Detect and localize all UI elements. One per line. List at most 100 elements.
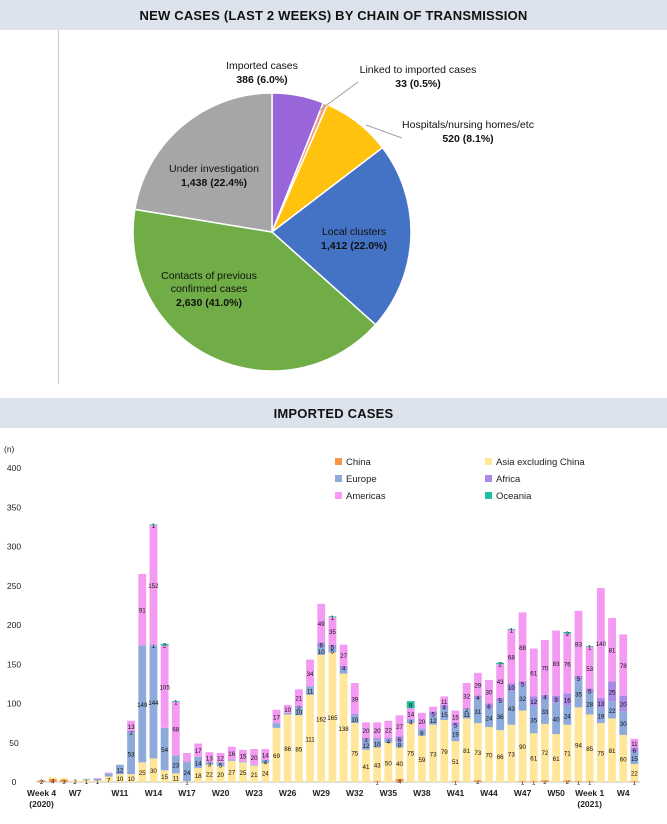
bar-label-africa-week-26: 6 (319, 643, 323, 650)
bar-segment-asia-excluding-china-week-3 (60, 778, 68, 780)
bar-label-africa-week-48: 16 (564, 698, 571, 705)
bar-segment-europe-week-45 (529, 705, 538, 734)
bar-segment-europe-week-43 (507, 690, 516, 725)
bar-segment-asia-excluding-china-week-50 (585, 714, 594, 782)
bar-label-europe-week-47: 40 (553, 716, 560, 723)
bar-label-europe-week-30: 12 (363, 743, 370, 750)
bar-segment-europe-week-20 (250, 764, 259, 766)
pie-value-local-clusters: 1,412 (22.0%) (321, 240, 387, 252)
bar-label-asia-excluding-china-week-17: 20 (217, 772, 224, 779)
bar-segment-asia-excluding-china-week-5 (82, 779, 91, 782)
x-tick-label-week-4: Week 4 (2020) (27, 788, 56, 809)
bar-segment-americas-week-43 (507, 629, 516, 684)
bar-segment-africa-week-38 (451, 722, 460, 727)
bar-segment-asia-excluding-china-week-30 (362, 749, 370, 782)
bar-label-asia-excluding-china-week-48: 71 (564, 751, 571, 758)
bar-segment-europe-week-33 (395, 741, 404, 748)
bar-segment-europe-week-42 (496, 701, 505, 731)
bar-segment-americas-week-18 (227, 746, 236, 760)
bar-segment-asia-excluding-china-week-22 (272, 727, 281, 782)
bar-segment-africa-week-45 (529, 696, 538, 706)
bar-segment-china-week-1 (37, 780, 46, 782)
bar-label-asia-excluding-china-week-51: 75 (597, 751, 604, 758)
bar-segment-africa-week-46 (541, 694, 549, 699)
bar-label-europe-week-37: 15 (441, 712, 448, 719)
bar-segment-americas-week-24 (294, 689, 303, 706)
bar-label-asia-excluding-china-week-7: 7 (107, 777, 111, 784)
pie-slice-under-investigation (133, 92, 273, 233)
bar-label-americas-week-51: 140 (596, 641, 607, 648)
bar-segment-asia-excluding-china-week-53 (619, 734, 628, 782)
y-tick-label-100: 100 (7, 699, 21, 709)
bar-segment-china-week-54 (630, 781, 639, 782)
bar-label-americas-week-12: 105 (159, 685, 170, 692)
x-tick-label-w35: W35 (380, 788, 398, 798)
bar-segment-asia-excluding-china-week-40 (473, 723, 482, 781)
bar-segment-europe-week-17 (216, 762, 225, 767)
pie-leader-line-linked-to-imported-cases (319, 81, 359, 111)
bar-label-asia-excluding-china-week-40: 73 (474, 750, 481, 757)
bar-label-asia-excluding-china-week-28: 138 (338, 726, 349, 733)
bar-segment-americas-week-49 (574, 610, 583, 677)
bar-segment-asia-excluding-china-week-7 (104, 776, 113, 782)
bar-label-europe-week-13: 23 (172, 762, 179, 769)
bar-label-oceania-week-34: 9 (409, 703, 413, 710)
bar-segment-americas-week-10 (138, 573, 147, 646)
bar-segment-americas-week-19 (239, 749, 247, 762)
bar-label-africa-week-37: 4 (443, 705, 447, 712)
bar-segment-europe-week-15 (194, 756, 203, 768)
bar-label-europe-week-11: 144 (148, 700, 159, 707)
bar-label-asia-excluding-china-week-50: 85 (586, 746, 593, 753)
bar-segment-africa-week-34 (406, 719, 415, 720)
bar-label-asia-excluding-china-week-24: 85 (295, 747, 302, 754)
bar-segment-europe-week-49 (574, 679, 583, 708)
bar-label-africa-week-46: 4 (543, 694, 547, 701)
bar-label-asia-excluding-china-week-52: 81 (609, 748, 616, 755)
pie-value-imported-cases: 386 (6.0%) (236, 74, 287, 86)
bar-label-europe-week-8: 12 (116, 767, 123, 774)
bar-segment-asia-excluding-china-week-39 (462, 718, 471, 782)
bar-label-americas-week-10: 91 (139, 608, 146, 615)
pie-value-hospitals-nursing-homes-etc: 520 (8.1%) (442, 133, 493, 145)
bar-segment-europe-week-18 (227, 759, 236, 761)
bar-segment-europe-week-8 (115, 764, 124, 775)
bar-label-europe-week-10: 149 (137, 702, 148, 709)
bar-segment-americas-week-35 (417, 712, 426, 729)
bar-label-china-week-45: 1 (532, 780, 536, 787)
bar-label-americas-week-31: 20 (374, 728, 381, 735)
bar-segment-asia-excluding-china-week-36 (429, 724, 437, 782)
pie-value-under-investigation: 1,438 (22.4%) (181, 177, 247, 189)
bar-label-china-week-2: 4 (51, 778, 55, 785)
bar-label-americas-week-39: 32 (463, 694, 470, 701)
bar-label-americas-week-34: 14 (407, 712, 414, 719)
pie-label-imported-cases: Imported cases (226, 60, 298, 72)
bar-segment-europe-week-31 (373, 739, 382, 748)
bar-label-americas-week-53: 78 (620, 663, 627, 670)
x-tick-label-w7: W7 (69, 788, 82, 798)
bar-segment-americas-week-54 (630, 738, 639, 748)
bar-label-africa-week-43: 10 (508, 685, 515, 692)
bar-segment-americas-week-34 (406, 708, 415, 720)
bar-segment-asia-excluding-china-week-52 (608, 718, 616, 782)
bar-label-americas-week-41: 30 (486, 690, 493, 697)
bar-segment-africa-week-51 (596, 698, 605, 709)
bar-label-africa-week-28: 4 (342, 665, 346, 672)
bar-segment-americas-week-16 (205, 752, 214, 763)
y-tick-label-0: 0 (12, 777, 17, 787)
bar-label-asia-excluding-china-week-34: 75 (407, 751, 414, 758)
bar-segment-asia-excluding-china-week-31 (373, 747, 382, 782)
bar-segment-europe-week-16 (205, 762, 214, 765)
bar-label-americas-week-25: 34 (307, 671, 314, 678)
bar-segment-asia-excluding-china-week-12 (160, 770, 169, 782)
x-tick-label-w32: W32 (346, 788, 364, 798)
bar-segment-europe-week-32 (384, 739, 393, 743)
bar-label-asia-excluding-china-week-49: 94 (575, 742, 582, 749)
bar-segment-africa-week-30 (362, 738, 370, 741)
bar-label-africa-week-40: 4 (476, 695, 480, 702)
bar-segment-americas-week-12 (160, 645, 169, 728)
bar-label-americas-week-13: 68 (172, 727, 179, 734)
bar-label-europe-week-15: 14 (195, 760, 202, 767)
bar-segment-americas-week-51 (596, 588, 605, 699)
legend-swatch-china (335, 458, 342, 465)
bar-segment-africa-week-37 (440, 705, 449, 709)
